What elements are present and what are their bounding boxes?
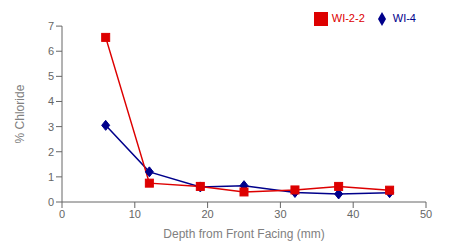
svg-text:40: 40 [347,208,359,220]
svg-text:4: 4 [48,95,54,107]
svg-text:2: 2 [48,146,54,158]
svg-text:Depth from Front Facing (mm): Depth from Front Facing (mm) [163,227,324,241]
html-text:WI-2-2: WI-2-2 [331,12,365,24]
svg-text:0: 0 [48,196,54,208]
svg-text:5: 5 [48,70,54,82]
svg-text:0: 0 [59,208,65,220]
svg-text:1: 1 [48,171,54,183]
svg-text:6: 6 [48,45,54,57]
svg-text:20: 20 [201,208,213,220]
svg-text:7: 7 [48,20,54,32]
svg-text:% Chloride: % Chloride [13,84,27,143]
svg-text:30: 30 [274,208,286,220]
svg-text:50: 50 [420,208,432,220]
svg-text:10: 10 [129,208,141,220]
html-text:WI-4: WI-4 [392,12,416,24]
svg-text:3: 3 [48,121,54,133]
